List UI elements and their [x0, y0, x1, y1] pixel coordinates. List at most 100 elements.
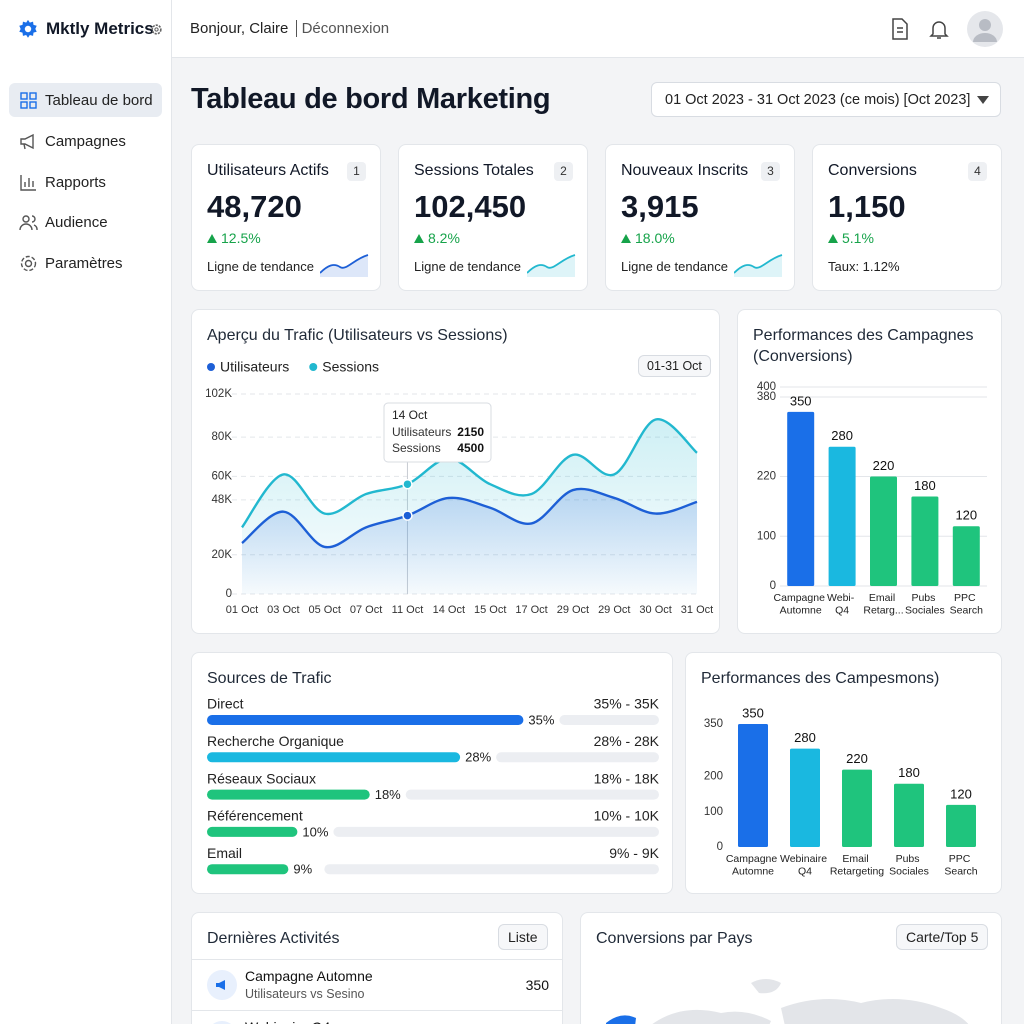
sparkline-area	[734, 255, 782, 277]
nav-item[interactable]: Audience	[9, 205, 162, 239]
bar-value-label: 220	[873, 458, 895, 473]
kpi-footer: Ligne de tendance	[621, 259, 728, 274]
x-tick-label-line: Search	[950, 604, 983, 616]
bar-value-label: 120	[955, 508, 977, 523]
y-tick-label: 350	[704, 718, 723, 730]
series-area	[242, 488, 697, 594]
up-arrow-shape	[414, 234, 424, 243]
sources-card: Sources de Trafic Direct 35% - 35K 35% Rech…	[191, 652, 673, 894]
up-arrow-shape	[828, 234, 838, 243]
x-tick-label-line: Search	[944, 865, 977, 877]
kpi-badge: 2	[554, 162, 573, 181]
x-tick-label: Webi- Q4	[827, 592, 857, 617]
kpi-change: 12.5%	[221, 230, 261, 246]
map-button[interactable]: Carte/Top 5	[896, 924, 989, 950]
source-percent: 28%	[465, 750, 491, 765]
up-arrow-shape	[207, 234, 217, 243]
x-tick-label: 11 Oct	[392, 604, 424, 616]
series-line	[241, 418, 698, 529]
kpi-badge: 3	[761, 162, 780, 181]
nav-item[interactable]: Paramètres	[9, 246, 162, 280]
nav-item[interactable]: Rapports	[9, 165, 162, 199]
brand-settings[interactable]	[150, 23, 163, 36]
bar	[738, 724, 768, 847]
bar-value-label: 350	[742, 705, 764, 720]
kpi-change: 8.2%	[428, 230, 460, 246]
kpi-footer: Taux: 1.12%	[828, 259, 900, 274]
x-tick-label-line: Webi-	[827, 592, 857, 604]
bar-value-label: 120	[950, 786, 972, 801]
document-icon[interactable]	[890, 18, 910, 40]
world-map	[606, 979, 969, 1024]
activities-title: Dernières Activités	[207, 930, 340, 947]
nav-icon	[19, 215, 38, 231]
x-tick-label-line: Campagne	[726, 853, 780, 865]
source-bar	[207, 752, 461, 763]
kpi-badge: 4	[968, 162, 987, 181]
source-percent: 18%	[375, 787, 401, 802]
source-name: Réseaux Sociaux	[207, 770, 316, 786]
sources-title: Sources de Trafic	[207, 670, 332, 687]
kpi-change-row: 8.2%	[414, 230, 460, 246]
bar	[911, 496, 939, 586]
x-tick-label-line: Sociales	[905, 604, 945, 616]
date-range-select[interactable]: 01 Oct 2023 - 31 Oct 2023 (ce mois) [Oct…	[651, 82, 1001, 117]
activity-subtitle: Utilisateurs vs Sesino	[245, 987, 365, 1001]
legend-label: Sessions	[322, 359, 379, 375]
kpi-value: 102,450	[414, 189, 527, 224]
topbar: Bonjour, Claire Déconnexion	[172, 0, 1024, 58]
source-detail: 9% - 9K	[609, 845, 659, 861]
source-track	[405, 789, 659, 800]
source-name: Email	[207, 845, 242, 861]
logout-link[interactable]: Déconnexion	[295, 20, 390, 37]
bar	[790, 748, 820, 847]
activities-button[interactable]: Liste	[498, 924, 548, 950]
bell-icon[interactable]	[929, 18, 949, 40]
kpi-card: Nouveaux Inscrits 3 3,915 18.0% Ligne de ten…	[605, 144, 795, 291]
traffic-chart: 0 20K 48K 60K 80K 102K 01 Oct 03 Oct 05 Oct 07 Oc…	[205, 359, 713, 616]
activity-item[interactable]: Webinaire Q4	[192, 1011, 562, 1024]
bar	[842, 769, 872, 847]
traffic-card: Aperçu du Trafic (Utilisateurs vs Sessio…	[191, 309, 720, 634]
y-tick-label: 400	[757, 381, 776, 393]
x-tick-label-line: Pubs	[911, 592, 938, 604]
campaign-card-2: Performances des Campesmons) 0 100 200 350 3…	[685, 652, 1002, 894]
bar-value-label: 180	[914, 478, 936, 493]
kpi-title: Conversions	[828, 162, 917, 179]
kpi-title: Sessions Totales	[414, 162, 534, 179]
up-arrow	[207, 234, 217, 243]
source-detail: 10% - 10K	[594, 808, 660, 824]
y-tick-label: 102K	[205, 388, 232, 400]
traffic-range-button[interactable]: 01-31 Oct	[638, 355, 711, 377]
avatar[interactable]	[967, 11, 1003, 47]
nav-item[interactable]: Campagnes	[9, 124, 162, 158]
x-tick-label-line: Pubs	[896, 853, 923, 865]
x-tick-label: Pubs Sociales	[889, 853, 929, 878]
source-percent: 10%	[302, 824, 328, 839]
activity-icon	[213, 1021, 231, 1024]
kpi-title: Nouveaux Inscrits	[621, 162, 749, 179]
x-tick-label: PPC Search	[950, 592, 983, 617]
bar	[870, 476, 897, 586]
x-tick-label: PPC Search	[944, 853, 977, 878]
x-tick-label-line: Webinaire	[780, 853, 830, 865]
source-percent: 9%	[293, 862, 312, 877]
nav-item[interactable]: Tableau de bord	[9, 83, 162, 117]
activity-item[interactable]: Campagne Automne Utilisateurs vs Sesino 35…	[192, 960, 562, 1011]
tooltip-label: Utilisateurs	[392, 425, 451, 439]
x-tick-label: Pubs Sociales	[905, 592, 945, 617]
y-tick-label: 380	[757, 391, 776, 403]
x-tick-label: 17 Oct	[515, 604, 547, 616]
x-tick-label-line: Sociales	[889, 865, 929, 877]
activity-value: 350	[525, 977, 549, 993]
kpi-footer: Ligne de tendance	[414, 259, 521, 274]
activity-icon	[207, 970, 237, 1000]
bar	[828, 446, 856, 586]
up-arrow	[828, 234, 838, 243]
kpi-change-row: 12.5%	[207, 230, 261, 246]
source-bar	[207, 826, 298, 837]
source-percent: 35%	[528, 712, 554, 727]
y-tick-label: 0	[226, 588, 232, 600]
nav-icon	[20, 133, 34, 149]
x-tick-label: Campagne Automne	[726, 853, 780, 878]
